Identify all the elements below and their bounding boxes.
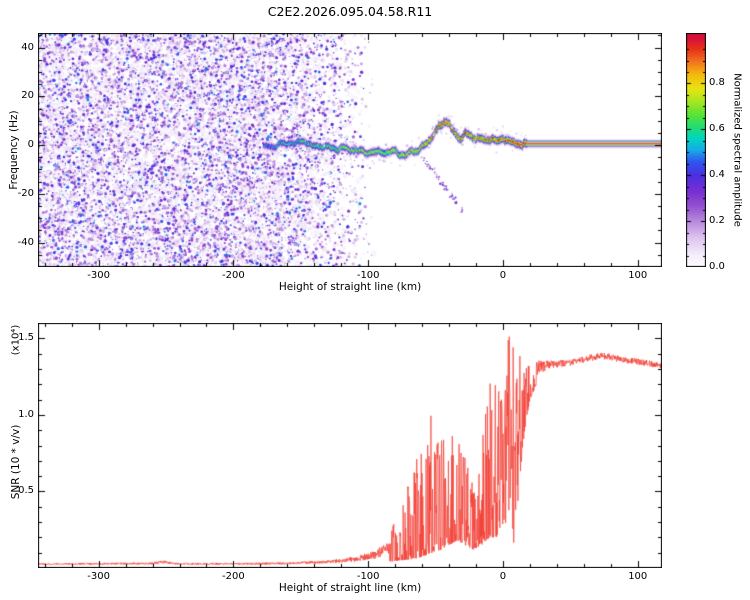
snr-x-tick-label: -300 xyxy=(87,571,110,582)
snr-x-tick-label: 0 xyxy=(499,571,507,582)
snr-xlabel: Height of straight line (km) xyxy=(278,582,422,594)
spectrogram-plot xyxy=(38,33,662,267)
colorbar xyxy=(686,33,706,267)
spec-x-tick-label: -300 xyxy=(87,270,110,281)
spec-x-tick-label: 100 xyxy=(628,270,648,281)
figure-title: C2E2.2026.095.04.58.R11 xyxy=(267,4,433,19)
snr-x-tick-label: -200 xyxy=(222,571,245,582)
colorbar-tick-label: 0.8 xyxy=(709,77,725,89)
spec-x-tick-label: -200 xyxy=(222,270,245,281)
snr-y-tick-label: 0.5 xyxy=(18,485,34,497)
spec-y-tick-label: 0 xyxy=(27,139,34,151)
snr-x-tick-label: 100 xyxy=(628,571,648,582)
spec-y-tick-label: 20 xyxy=(21,90,34,102)
snr-y-tick-label: 1.5 xyxy=(18,332,34,344)
snr-plot xyxy=(38,323,662,568)
colorbar-tick-label: 0.2 xyxy=(709,215,725,227)
spec-x-tick-label: -100 xyxy=(356,270,380,281)
spec-y-tick-label: -20 xyxy=(17,187,34,199)
spectrogram-xlabel: Height of straight line (km) xyxy=(278,281,422,293)
snr-x-tick-label: -100 xyxy=(356,571,380,582)
spec-y-tick-label: 40 xyxy=(21,41,34,53)
colorbar-tick-label: 0.4 xyxy=(709,169,725,181)
colorbar-tick-label: 0.6 xyxy=(709,123,725,135)
spec-y-tick-label: -40 xyxy=(17,236,34,248)
colorbar-label: Normalized spectral amplitude xyxy=(731,73,743,227)
colorbar-tick-label: 0.0 xyxy=(709,261,725,272)
spec-x-tick-label: 0 xyxy=(499,270,507,281)
snr-y-tick-label: 1.0 xyxy=(18,408,34,420)
